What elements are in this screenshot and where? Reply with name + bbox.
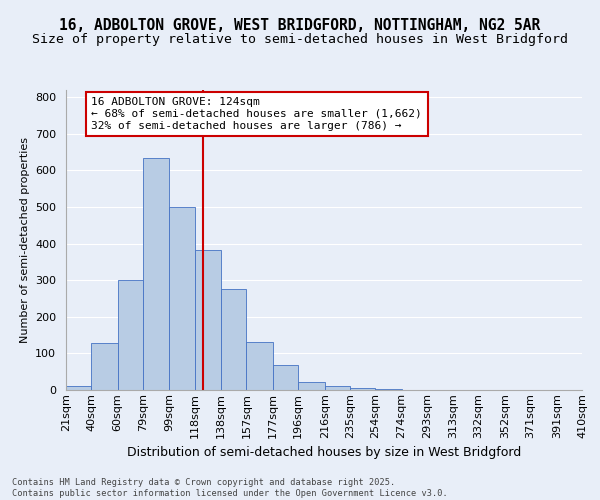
Bar: [273, 365, 298, 390]
Bar: [169, 207, 194, 390]
Bar: [118, 280, 143, 390]
X-axis label: Distribution of semi-detached houses by size in West Bridgford: Distribution of semi-detached houses by …: [127, 446, 521, 459]
Bar: [325, 386, 350, 390]
Bar: [221, 290, 247, 390]
Bar: [91, 343, 118, 390]
Text: 16, ADBOLTON GROVE, WEST BRIDGFORD, NOTTINGHAM, NG2 5AR: 16, ADBOLTON GROVE, WEST BRIDGFORD, NOTT…: [59, 18, 541, 32]
Bar: [194, 250, 221, 390]
Y-axis label: Number of semi-detached properties: Number of semi-detached properties: [20, 137, 29, 343]
Bar: [247, 342, 273, 390]
Bar: [298, 382, 325, 390]
Bar: [143, 158, 169, 390]
Text: 16 ADBOLTON GROVE: 124sqm
← 68% of semi-detached houses are smaller (1,662)
32% : 16 ADBOLTON GROVE: 124sqm ← 68% of semi-…: [91, 98, 422, 130]
Bar: [66, 386, 91, 390]
Bar: [350, 388, 375, 390]
Text: Contains HM Land Registry data © Crown copyright and database right 2025.
Contai: Contains HM Land Registry data © Crown c…: [12, 478, 448, 498]
Text: Size of property relative to semi-detached houses in West Bridgford: Size of property relative to semi-detach…: [32, 32, 568, 46]
